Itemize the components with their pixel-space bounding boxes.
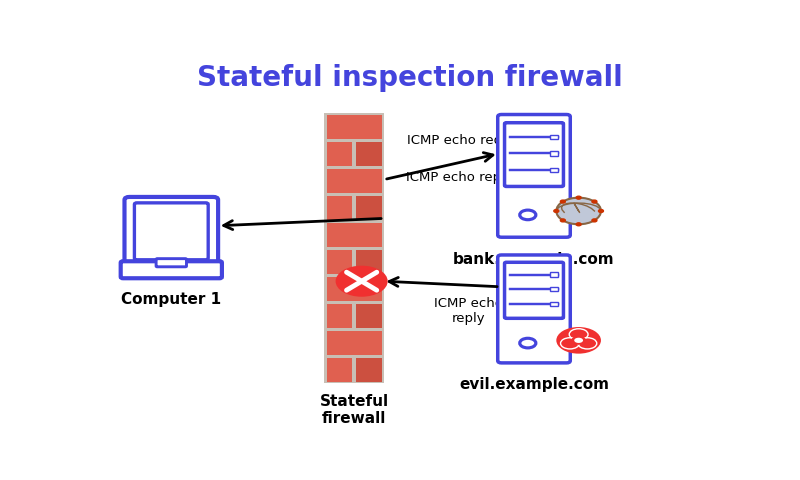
FancyBboxPatch shape — [134, 203, 208, 260]
Text: Computer 1: Computer 1 — [122, 292, 222, 307]
Bar — [326, 331, 382, 355]
FancyBboxPatch shape — [156, 259, 186, 267]
FancyBboxPatch shape — [498, 255, 570, 363]
Circle shape — [592, 219, 597, 222]
Bar — [550, 301, 558, 306]
Text: ICMP echo
reply: ICMP echo reply — [434, 297, 503, 325]
FancyBboxPatch shape — [121, 261, 222, 278]
Text: ICMP echo request: ICMP echo request — [407, 134, 531, 147]
Bar — [550, 151, 558, 156]
Bar — [356, 358, 382, 382]
Bar — [326, 277, 382, 300]
Bar — [326, 250, 352, 274]
FancyBboxPatch shape — [505, 262, 563, 318]
Bar — [550, 134, 558, 139]
Circle shape — [336, 266, 388, 297]
Circle shape — [560, 219, 566, 222]
Bar — [550, 168, 558, 172]
Bar — [356, 304, 382, 327]
Bar — [326, 142, 352, 166]
Circle shape — [571, 336, 586, 345]
Text: Stateful inspection firewall: Stateful inspection firewall — [197, 64, 623, 92]
Circle shape — [556, 198, 601, 224]
Text: ICMP echo reply: ICMP echo reply — [406, 171, 513, 184]
Bar — [326, 358, 352, 382]
Text: evil.example.com: evil.example.com — [459, 377, 609, 392]
Circle shape — [592, 200, 597, 203]
Text: bank.example.com: bank.example.com — [453, 252, 615, 267]
Circle shape — [576, 223, 581, 226]
Bar — [326, 223, 382, 247]
Bar — [326, 304, 352, 327]
Bar — [325, 113, 384, 383]
Bar — [326, 169, 382, 192]
Bar — [550, 287, 558, 291]
Circle shape — [574, 338, 583, 343]
Bar — [356, 142, 382, 166]
FancyBboxPatch shape — [125, 197, 218, 266]
Text: Stateful
firewall: Stateful firewall — [320, 394, 389, 426]
FancyBboxPatch shape — [505, 123, 563, 186]
FancyBboxPatch shape — [498, 115, 570, 237]
Circle shape — [574, 337, 583, 343]
Circle shape — [598, 209, 603, 213]
Bar — [550, 273, 558, 277]
Bar — [326, 115, 382, 139]
Circle shape — [560, 200, 566, 203]
Circle shape — [556, 327, 601, 354]
Circle shape — [554, 209, 558, 213]
Bar — [326, 196, 352, 220]
Circle shape — [576, 196, 581, 199]
Bar — [356, 250, 382, 274]
Bar — [356, 196, 382, 220]
